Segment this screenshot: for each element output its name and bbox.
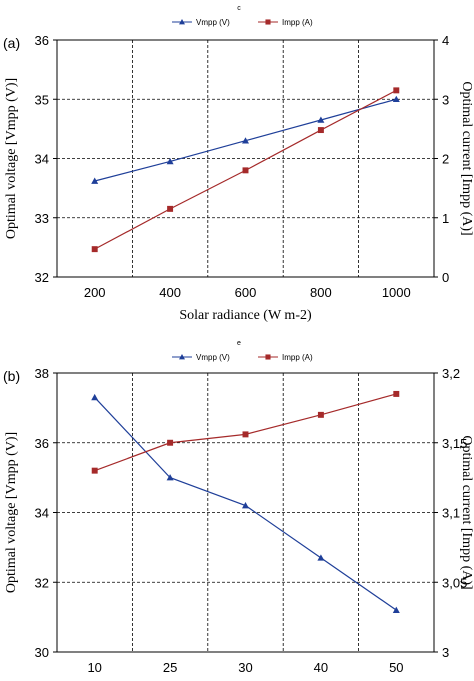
- header-letter: c: [237, 5, 241, 12]
- data-point-triangle: [392, 606, 400, 613]
- y-left-tick-label: 32: [35, 575, 49, 590]
- legend-label: Impp (A): [282, 18, 313, 27]
- data-point-square: [265, 19, 271, 25]
- data-point-triangle: [91, 393, 99, 401]
- y-right-tick-label: 0: [442, 270, 449, 285]
- data-point-triangle: [317, 554, 325, 561]
- x-tick-label: 800: [310, 285, 332, 300]
- data-point-triangle: [179, 354, 185, 360]
- x-tick-label: 400: [159, 285, 181, 300]
- series-vmpp: [91, 95, 400, 184]
- y-left-tick-label: 34: [35, 506, 49, 521]
- data-point-square: [317, 411, 324, 418]
- x-tick-label: 10: [87, 660, 101, 675]
- data-point-square: [317, 127, 324, 134]
- legend-item: Vmpp (V): [172, 353, 230, 362]
- y-right-tick-label: 3,2: [442, 366, 460, 381]
- y-right-axis-label: Optimal current [Impp (A)]: [459, 81, 474, 235]
- y-left-tick-label: 32: [35, 270, 49, 285]
- data-point-square: [167, 439, 174, 446]
- legend-label: Vmpp (V): [196, 353, 230, 362]
- legend-item: Impp (A): [258, 353, 313, 362]
- y-left-tick-label: 35: [35, 92, 49, 107]
- panel-label: (a): [3, 35, 20, 51]
- series-impp: [91, 87, 400, 253]
- data-point-square: [91, 246, 98, 253]
- legend-label: Vmpp (V): [196, 18, 230, 27]
- header-letter: e: [237, 340, 241, 347]
- data-point-triangle: [242, 137, 249, 144]
- x-tick-label: 50: [389, 660, 403, 675]
- y-left-axis-label: Optimal voltage [Vmpp (V)]: [4, 78, 19, 239]
- data-point-square: [242, 431, 249, 438]
- data-point-square: [167, 205, 174, 212]
- data-point-square: [393, 87, 400, 94]
- y-right-tick-label: 4: [442, 33, 449, 48]
- series-vmpp: [91, 393, 400, 613]
- y-left-tick-label: 36: [35, 33, 49, 48]
- x-tick-label: 40: [314, 660, 328, 675]
- data-point-square: [91, 467, 98, 474]
- data-point-triangle: [166, 474, 174, 481]
- x-tick-label: 200: [84, 285, 106, 300]
- y-right-tick-label: 2: [442, 152, 449, 167]
- x-tick-label: 600: [235, 285, 257, 300]
- data-point-square: [242, 167, 249, 174]
- y-left-tick-label: 36: [35, 436, 49, 451]
- data-point-square: [265, 354, 271, 360]
- y-right-tick-label: 3,1: [442, 506, 460, 521]
- y-right-tick-label: 3,05: [442, 575, 467, 590]
- x-axis-label: Solar radiance (W m-2): [179, 308, 312, 323]
- y-right-tick-label: 1: [442, 211, 449, 226]
- y-left-tick-label: 30: [35, 645, 49, 660]
- x-tick-label: 30: [238, 660, 252, 675]
- data-point-square: [393, 390, 400, 397]
- y-left-axis-label: Optimal voltage [Vmpp (V)]: [4, 432, 19, 593]
- series-impp: [91, 390, 400, 474]
- panel-label: (b): [3, 368, 20, 384]
- data-point-triangle: [392, 95, 400, 103]
- legend-label: Impp (A): [282, 353, 313, 362]
- x-tick-label: 25: [163, 660, 177, 675]
- legend-item: Impp (A): [258, 18, 313, 27]
- data-point-triangle: [179, 19, 185, 25]
- data-point-triangle: [242, 502, 249, 509]
- data-point-triangle: [166, 157, 174, 165]
- y-left-tick-label: 34: [35, 152, 49, 167]
- y-right-tick-label: 3,15: [442, 436, 467, 451]
- x-tick-label: 1000: [382, 285, 411, 300]
- y-left-tick-label: 33: [35, 211, 49, 226]
- data-point-triangle: [91, 177, 99, 184]
- y-right-tick-label: 3: [442, 92, 449, 107]
- chart-b: 303234363833,053,13,153,21025304050Tempe…: [3, 340, 474, 675]
- data-point-triangle: [317, 116, 325, 123]
- y-right-tick-label: 3: [442, 645, 449, 660]
- y-left-tick-label: 38: [35, 366, 49, 381]
- legend-item: Vmpp (V): [172, 18, 230, 27]
- y-right-axis-label: Optimal current [Impp (A)]: [459, 435, 474, 589]
